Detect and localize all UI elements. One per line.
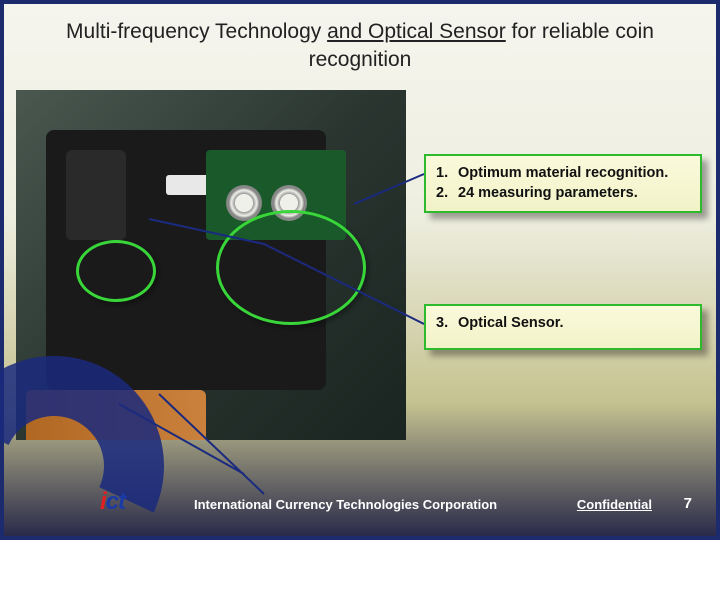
callout-item: 1. Optimum material recognition.	[436, 164, 690, 184]
callout-item: 3. Optical Sensor.	[436, 314, 690, 334]
callout-box-1: 1. Optimum material recognition. 2. 24 m…	[424, 154, 702, 213]
callout-num: 3.	[436, 314, 458, 334]
callout-text: 24 measuring parameters.	[458, 184, 638, 204]
callout-text: Optimum material recognition.	[458, 164, 668, 184]
logo-letter-c: c	[106, 488, 118, 515]
highlight-circle	[76, 240, 156, 302]
callout-item: 2. 24 measuring parameters.	[436, 184, 690, 204]
title-part1: Multi-frequency Technology	[66, 20, 327, 43]
callout-box-2: 3. Optical Sensor.	[424, 304, 702, 350]
footer-company: International Currency Technologies Corp…	[194, 497, 497, 512]
callout-num: 1.	[436, 164, 458, 184]
footer: ict International Currency Technologies …	[4, 472, 716, 536]
logo-letter-t: t	[118, 488, 125, 515]
title-underlined: and Optical Sensor	[327, 20, 506, 43]
slide: Multi-frequency Technology and Optical S…	[0, 0, 720, 540]
footer-confidential: Confidential	[577, 497, 652, 512]
slide-title: Multi-frequency Technology and Optical S…	[4, 4, 716, 81]
callout-text: Optical Sensor.	[458, 314, 564, 334]
ict-logo: ict	[100, 488, 125, 516]
page-number: 7	[684, 495, 692, 512]
callout-num: 2.	[436, 184, 458, 204]
highlight-circle	[216, 210, 366, 325]
